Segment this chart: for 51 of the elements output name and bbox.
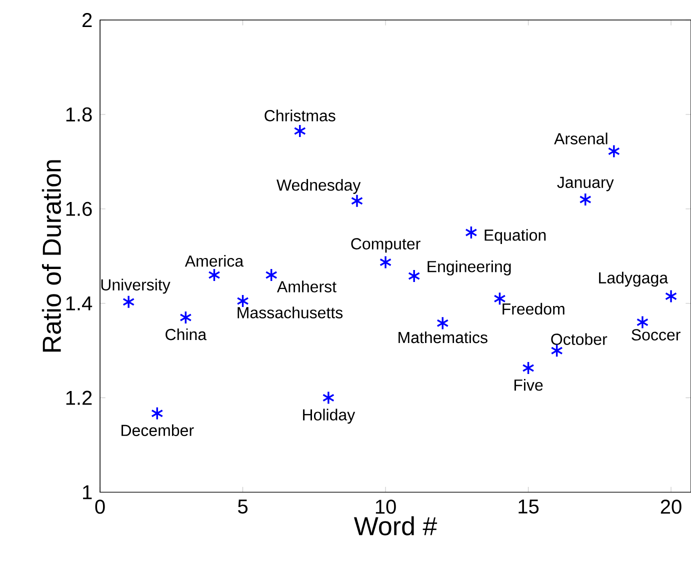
annotation: January: [557, 176, 614, 192]
annotation: University: [101, 278, 170, 294]
y-tick-label: 1.8: [66, 107, 92, 122]
point: [208, 268, 220, 282]
point: [322, 390, 335, 405]
annotation: Equation: [484, 228, 546, 244]
annotation: Engineering: [428, 260, 511, 276]
point: [636, 315, 649, 329]
annotation: Holiday: [303, 408, 356, 424]
x-tick-label: 5: [238, 499, 248, 514]
point: [236, 294, 249, 308]
point: [379, 255, 392, 269]
y-tick-label: 1.4: [66, 296, 92, 310]
y-tick-label: 1.6: [66, 202, 92, 216]
point: [265, 268, 278, 282]
point: [151, 406, 164, 420]
annotation: Computer: [351, 238, 420, 253]
point: [408, 268, 420, 283]
annotation: Arsenal: [554, 132, 608, 144]
annotation: Ladygaga: [599, 272, 668, 287]
y-tick-label: 2: [82, 12, 92, 27]
point: [122, 294, 135, 309]
annotation: China: [166, 328, 207, 340]
x-tick-label: 10: [376, 499, 396, 514]
annotation: Christmas: [264, 109, 336, 122]
x-tick-label: 20: [660, 499, 682, 514]
point: [465, 226, 478, 240]
annotation: Amherst: [276, 280, 336, 292]
point: [294, 124, 306, 138]
point: [436, 316, 449, 330]
y-axis-title: Ratio of Duration: [42, 160, 62, 352]
annotation: Soccer: [632, 329, 680, 340]
annotation: Freedom: [502, 302, 564, 314]
annotation: Five: [514, 378, 543, 391]
annotation: Mathematics: [398, 331, 488, 344]
annotation: October: [551, 333, 608, 345]
x-tick-label: 0: [95, 499, 105, 514]
annotation: Massachusetts: [238, 306, 343, 318]
x-axis-title: Word #: [354, 516, 438, 536]
annotation: December: [122, 424, 194, 436]
annotation: Wednesday: [276, 178, 361, 194]
point: [522, 361, 534, 375]
point: [579, 192, 592, 206]
point: [350, 194, 364, 208]
point: [608, 144, 620, 158]
point: [664, 289, 678, 303]
annotation: America: [184, 254, 244, 267]
point: [180, 310, 192, 324]
y-tick-label: 1.2: [66, 390, 92, 405]
x-tick-label: 15: [518, 499, 539, 514]
y-tick-label: 1: [83, 485, 92, 499]
